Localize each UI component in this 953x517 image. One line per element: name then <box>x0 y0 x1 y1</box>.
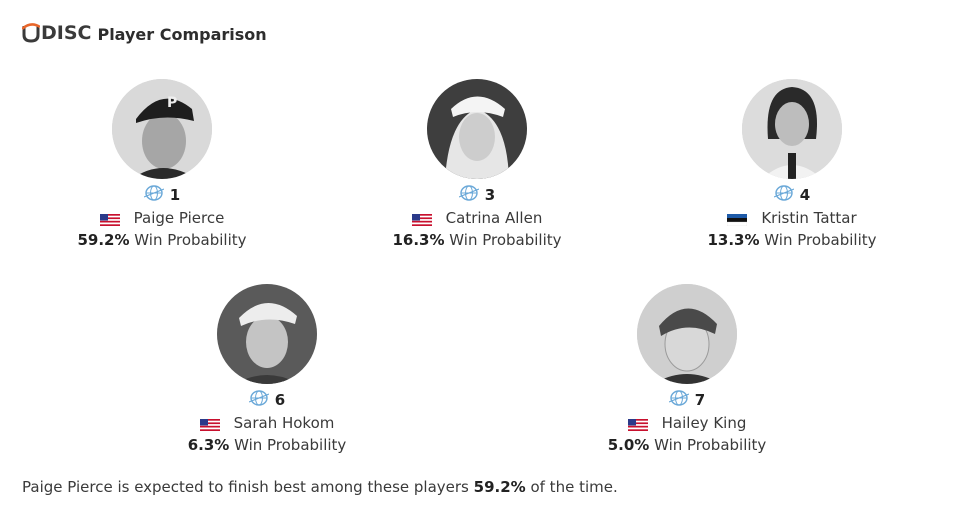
player-name[interactable]: Paige Pierce <box>133 209 225 227</box>
player-card-3[interactable]: 3 Catrina Allen 16.3% Win Probability <box>357 79 597 249</box>
summary-suffix: of the time. <box>525 478 618 496</box>
player-card-4[interactable]: 4 Kristin Tattar 13.3% Win Probability <box>672 79 912 249</box>
player-name[interactable]: Hailey King <box>661 414 747 432</box>
name-row: Catrina Allen <box>357 208 597 228</box>
win-probability-value: 5.0% <box>607 436 650 454</box>
win-probability: 5.0% Win Probability <box>567 436 807 454</box>
us-flag-icon <box>411 212 432 226</box>
name-row: Kristin Tattar <box>672 208 912 228</box>
udisc-logo-mark-icon <box>21 23 41 43</box>
rank-row: 1 <box>42 185 282 205</box>
player-name[interactable]: Kristin Tattar <box>761 209 857 227</box>
avatar: P <box>112 79 212 179</box>
summary-prefix: Paige Pierce is expected to finish best … <box>22 478 474 496</box>
rank-number: 1 <box>169 186 181 204</box>
win-probability-label: Win Probability <box>229 436 347 454</box>
win-probability-value: 13.3% <box>707 231 760 249</box>
globe-rank-icon <box>143 185 165 205</box>
name-row: Sarah Hokom <box>147 413 387 433</box>
avatar <box>427 79 527 179</box>
avatar <box>637 284 737 384</box>
rank-number: 7 <box>694 391 706 409</box>
summary-value: 59.2% <box>473 478 526 496</box>
rank-row: 6 <box>147 390 387 410</box>
win-probability-value: 16.3% <box>392 231 445 249</box>
globe-rank-icon <box>773 185 795 205</box>
win-probability-value: 6.3% <box>187 436 230 454</box>
estonia-flag-icon <box>727 212 748 227</box>
globe-rank-icon <box>458 185 480 205</box>
page-title: Player Comparison <box>97 24 267 44</box>
logo-text: DISC <box>41 22 92 44</box>
globe-rank-icon <box>248 390 270 410</box>
player-card-6[interactable]: 6 Sarah Hokom 6.3% Win Probability <box>147 284 387 454</box>
summary-text: Paige Pierce is expected to finish best … <box>22 478 618 496</box>
svg-text:P: P <box>167 95 177 111</box>
us-flag-icon <box>627 417 648 431</box>
win-probability-value: 59.2% <box>77 231 130 249</box>
win-probability: 13.3% Win Probability <box>672 231 912 249</box>
player-name[interactable]: Sarah Hokom <box>233 414 335 432</box>
player-card-7[interactable]: 7 Hailey King 5.0% Win Probability <box>567 284 807 454</box>
avatar <box>217 284 317 384</box>
win-probability: 59.2% Win Probability <box>42 231 282 249</box>
udisc-logo[interactable]: DISC <box>21 22 92 44</box>
us-flag-icon <box>199 417 220 431</box>
player-card-1[interactable]: P 1 Paige Pierce 59.2% Win Probability <box>42 79 282 249</box>
globe-rank-icon <box>668 390 690 410</box>
us-flag-icon <box>99 212 120 226</box>
rank-row: 4 <box>672 185 912 205</box>
player-name[interactable]: Catrina Allen <box>445 209 543 227</box>
win-probability-label: Win Probability <box>649 436 767 454</box>
avatar <box>742 79 842 179</box>
win-probability-label: Win Probability <box>444 231 562 249</box>
win-probability-label: Win Probability <box>129 231 247 249</box>
win-probability-label: Win Probability <box>759 231 877 249</box>
rank-number: 4 <box>799 186 811 204</box>
rank-number: 6 <box>274 391 286 409</box>
rank-number: 3 <box>484 186 496 204</box>
name-row: Hailey King <box>567 413 807 433</box>
win-probability: 16.3% Win Probability <box>357 231 597 249</box>
rank-row: 7 <box>567 390 807 410</box>
header: DISC Player Comparison <box>21 18 267 48</box>
name-row: Paige Pierce <box>42 208 282 228</box>
win-probability: 6.3% Win Probability <box>147 436 387 454</box>
rank-row: 3 <box>357 185 597 205</box>
